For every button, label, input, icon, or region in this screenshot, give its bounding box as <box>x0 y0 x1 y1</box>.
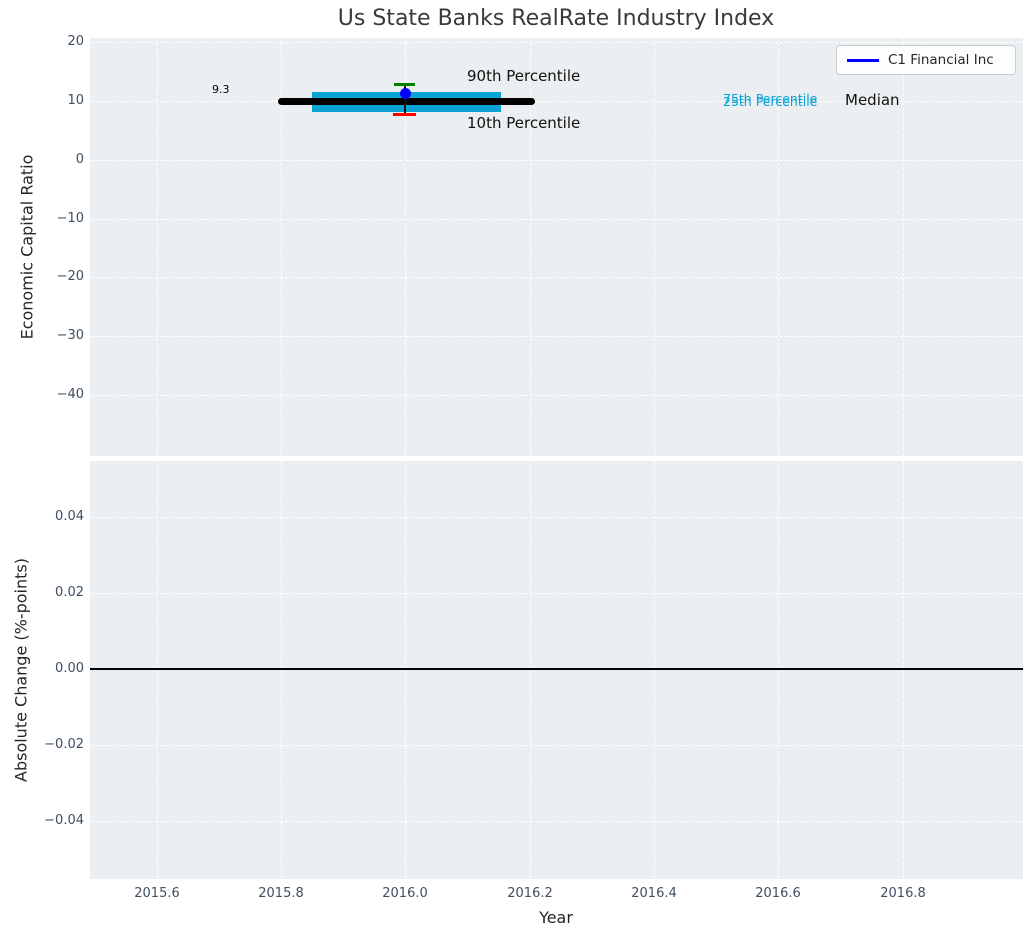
x-axis-label: Year <box>539 908 573 927</box>
ytick-label: 0.04 <box>55 509 84 524</box>
annotation-25th-percentile: 25th Percentile <box>723 94 818 109</box>
gridline <box>90 277 1023 278</box>
top-y-axis-label: Economic Capital Ratio <box>17 154 37 340</box>
chart-title: Us State Banks RealRate Industry Index <box>337 6 775 31</box>
xtick-label: 2016.4 <box>631 886 677 901</box>
ytick-label: −0.04 <box>44 813 84 828</box>
zero-baseline <box>90 668 1023 670</box>
ytick-label: −0.02 <box>44 737 84 752</box>
gridline <box>90 42 1023 43</box>
legend-line-sample <box>847 58 879 62</box>
gridline <box>281 38 282 456</box>
annotation-median: Median <box>845 91 900 109</box>
ytick-label: 0.00 <box>55 661 84 676</box>
gridline <box>281 461 282 879</box>
gridline <box>530 38 531 456</box>
xtick-label: 2016.0 <box>382 886 428 901</box>
gridline <box>778 38 779 456</box>
gridline <box>90 821 1023 822</box>
gridline <box>405 461 406 879</box>
gridline <box>90 219 1023 220</box>
median-line <box>278 98 535 105</box>
ytick-label: 0.02 <box>55 585 84 600</box>
gridline <box>90 160 1023 161</box>
xtick-label: 2016.2 <box>507 886 553 901</box>
gridline <box>903 461 904 879</box>
gridline <box>157 461 158 879</box>
gridline <box>654 461 655 879</box>
gridline <box>90 593 1023 594</box>
legend: C1 Financial Inc <box>836 45 1016 75</box>
p90-whisker-cap <box>394 83 415 86</box>
company-data-point <box>400 88 411 99</box>
xtick-label: 2015.6 <box>134 886 180 901</box>
ytick-label: −10 <box>56 211 84 226</box>
annotation-75th-percentile: 75th Percentile <box>723 91 818 106</box>
gridline <box>654 38 655 456</box>
xtick-label: 2016.6 <box>755 886 801 901</box>
top-axes: 90th Percentile 10th Percentile 75th Per… <box>90 38 1023 456</box>
gridline <box>778 461 779 879</box>
ytick-label: 0 <box>75 152 84 167</box>
bottom-axes <box>90 461 1023 879</box>
annotation-median-value: 9.3 <box>212 83 230 96</box>
ytick-label: 20 <box>67 34 84 49</box>
ytick-label: −30 <box>56 328 84 343</box>
p10-whisker-cap <box>393 113 416 116</box>
legend-label: C1 Financial Inc <box>888 52 994 68</box>
gridline <box>405 38 406 456</box>
xtick-label: 2016.8 <box>880 886 926 901</box>
gridline <box>90 517 1023 518</box>
ytick-label: 10 <box>67 93 84 108</box>
gridline <box>90 101 1023 102</box>
whisker-line <box>404 84 406 116</box>
gridline <box>90 745 1023 746</box>
gridline <box>530 461 531 879</box>
ytick-label: −20 <box>56 269 84 284</box>
annotation-10th-percentile: 10th Percentile <box>467 114 581 132</box>
xtick-label: 2015.8 <box>258 886 304 901</box>
ytick-label: −40 <box>56 387 84 402</box>
annotation-90th-percentile: 90th Percentile <box>467 67 581 85</box>
gridline <box>903 38 904 456</box>
gridline <box>90 395 1023 396</box>
gridline <box>90 336 1023 337</box>
gridline <box>157 38 158 456</box>
bottom-y-axis-label: Absolute Change (%-points) <box>11 558 31 782</box>
